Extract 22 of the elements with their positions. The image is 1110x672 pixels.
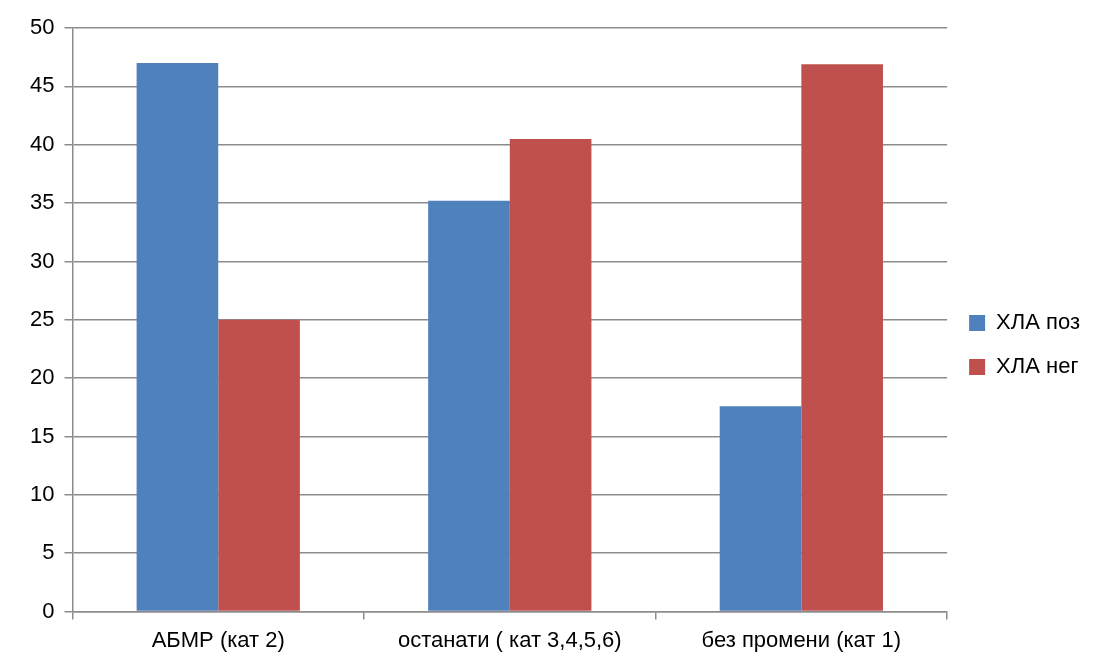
bar: [801, 64, 883, 611]
legend-label: ХЛА нег: [996, 353, 1079, 379]
y-tick-label: 25: [29, 305, 55, 331]
legend-label: ХЛА поз: [996, 309, 1080, 335]
y-tick-label: 45: [29, 72, 55, 98]
y-tick-label: 40: [29, 130, 55, 156]
bar: [428, 200, 510, 611]
y-tick-label: 15: [29, 422, 55, 448]
y-tick-label: 10: [29, 480, 55, 506]
y-tick-label: 30: [29, 247, 55, 273]
y-tick-label: 0: [42, 597, 55, 623]
bar: [136, 63, 219, 611]
y-tick-label: 5: [42, 539, 55, 565]
y-tick-label: 50: [29, 14, 55, 40]
y-tick-label: 20: [29, 364, 55, 390]
x-tick-label: останати ( кат 3,4,5,6): [397, 626, 622, 652]
bar: [509, 138, 592, 611]
bar: [719, 406, 802, 611]
x-tick-label: без промени (кат 1): [701, 626, 902, 652]
y-tick-label: 35: [29, 189, 55, 215]
bar: [218, 319, 300, 611]
x-tick-label: АБМР (кат 2): [151, 626, 285, 652]
